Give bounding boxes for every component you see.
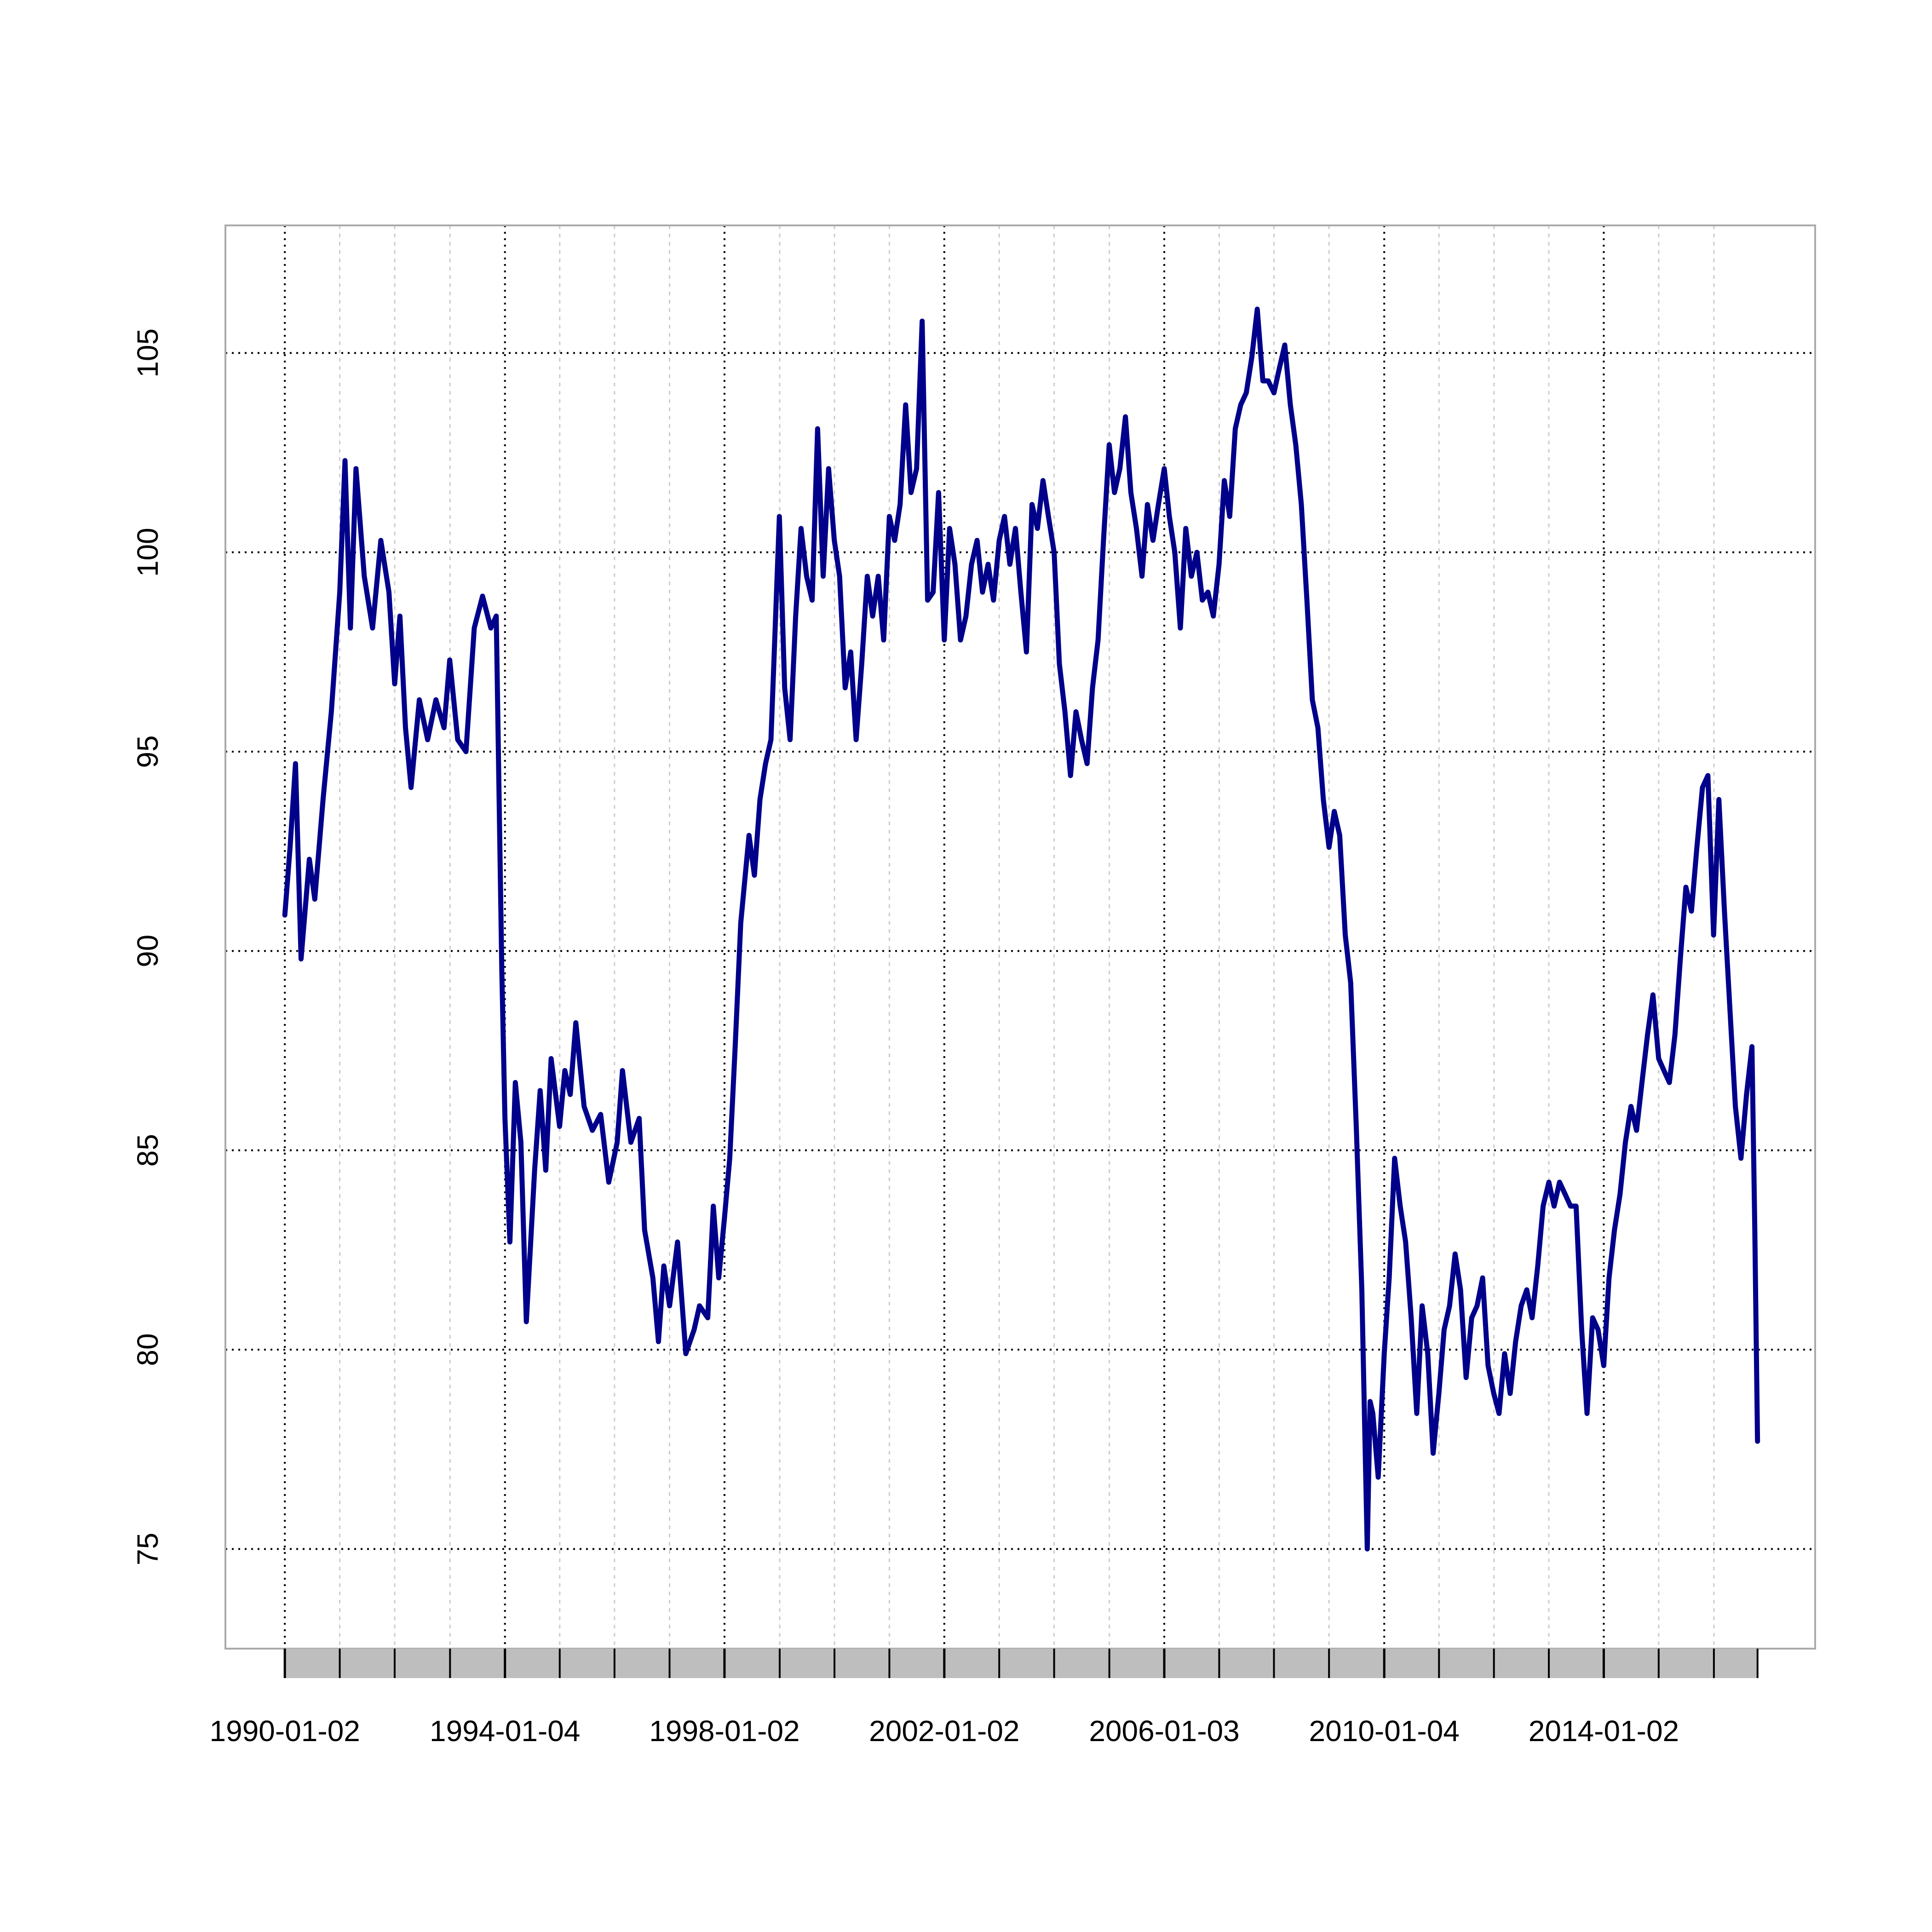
x-tick-label: 2014-01-02	[1529, 1714, 1679, 1748]
x-tick-label: 1994-01-04	[430, 1714, 580, 1748]
x-tick-label: 2002-01-02	[869, 1714, 1019, 1748]
data-line	[282, 306, 1760, 1552]
x-tick-label: 1990-01-02	[210, 1714, 360, 1748]
y-tick-label: 90	[131, 935, 164, 967]
plot-area	[282, 306, 1760, 1552]
y-tick-label: 75	[131, 1533, 164, 1565]
axes: 1990-01-02 1994-01-04 1998-01-02 2002-01-02…	[131, 328, 1759, 1748]
y-tick-label: 85	[131, 1134, 164, 1167]
y-tick-label: 80	[131, 1333, 164, 1366]
x-tick-label: 1998-01-02	[649, 1714, 799, 1748]
y-tick-label: 95	[131, 735, 164, 768]
y-tick-label: 105	[131, 328, 164, 378]
x-tick-label: 2006-01-03	[1089, 1714, 1239, 1748]
time-bar	[285, 1649, 1758, 1678]
x-tick-label: 2010-01-04	[1309, 1714, 1460, 1748]
y-tick-label: 100	[131, 528, 164, 577]
